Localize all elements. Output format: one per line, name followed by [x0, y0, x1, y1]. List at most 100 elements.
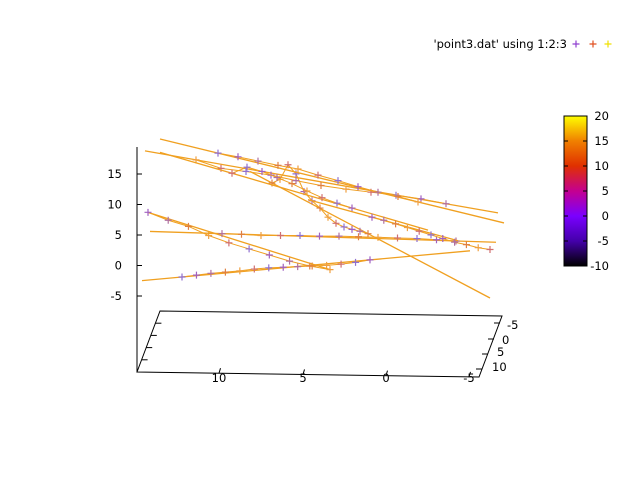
- data-point: [355, 233, 362, 241]
- data-point: [207, 269, 215, 277]
- data-point: [380, 216, 388, 224]
- series-1: [141, 250, 471, 282]
- data-point: [333, 199, 341, 207]
- data-point: [288, 180, 296, 188]
- series-2: [144, 208, 334, 274]
- series-line: [149, 230, 497, 243]
- data-point: [258, 167, 266, 175]
- colorbox-tick-label: 0: [602, 209, 609, 223]
- colorbox-tick-label: -10: [590, 259, 609, 273]
- data-point: [433, 236, 440, 244]
- legend-marker: [589, 40, 597, 48]
- data-point: [326, 266, 334, 274]
- z-tick-label: 0: [115, 259, 122, 273]
- data-point: [413, 235, 421, 243]
- series-line: [159, 151, 429, 231]
- data-point: [242, 167, 250, 175]
- series-5: [144, 150, 499, 214]
- data-point: [474, 244, 482, 252]
- data-point: [348, 225, 356, 233]
- data-point: [323, 261, 331, 269]
- data-point: [342, 185, 350, 193]
- data-point: [356, 227, 364, 235]
- y-tick-label: 10: [492, 360, 507, 374]
- series-trace: [147, 211, 331, 271]
- legend-marker: [572, 40, 580, 48]
- data-point: [257, 232, 265, 239]
- base-frame: [136, 310, 503, 378]
- data-point: [442, 200, 450, 208]
- data-point: [316, 204, 324, 212]
- data-point: [427, 231, 435, 239]
- data-point: [279, 263, 287, 271]
- data-point: [462, 241, 470, 249]
- data-point: [451, 238, 459, 246]
- series-6: [159, 151, 429, 231]
- legend-markers: [572, 40, 612, 48]
- data-point: [236, 267, 244, 275]
- z-tick-label: -5: [111, 289, 122, 303]
- data-point: [221, 268, 229, 276]
- series-4: [249, 161, 491, 299]
- data-point: [414, 198, 422, 206]
- y-tick-label: -5: [507, 318, 518, 332]
- data-point: [164, 216, 172, 224]
- data-point: [144, 208, 152, 216]
- y-tick-label: 0: [502, 333, 509, 347]
- x-tick: [218, 368, 221, 374]
- data-point: [214, 149, 222, 157]
- data-point: [303, 187, 311, 195]
- data-point: [334, 177, 342, 185]
- series-line: [159, 138, 505, 224]
- x-tick-label: 0: [382, 371, 389, 385]
- data-point: [452, 237, 460, 245]
- data-point: [352, 258, 360, 266]
- data-point: [192, 271, 200, 279]
- x-tick-label: 10: [212, 371, 227, 385]
- data-point: [324, 213, 332, 221]
- data-point: [318, 194, 326, 202]
- data-point: [243, 163, 251, 171]
- y-tick-label: 5: [497, 345, 504, 359]
- data-point: [245, 245, 253, 253]
- colorbox: 20 15 10 5 0 -5 -10: [563, 109, 609, 273]
- data-point: [332, 219, 340, 227]
- data-point: [265, 264, 273, 272]
- data-point: [368, 213, 376, 221]
- colorbox-tick-label: 5: [602, 184, 609, 198]
- x-tick: [468, 371, 471, 377]
- data-point: [228, 169, 236, 177]
- x-tick-label: 5: [299, 371, 306, 385]
- series-3: [149, 230, 497, 245]
- data-point: [366, 256, 374, 264]
- series-line: [147, 211, 331, 271]
- data-point: [374, 188, 382, 196]
- data-point: [238, 230, 245, 238]
- data-point: [273, 174, 281, 182]
- data-point: [184, 222, 192, 230]
- z-tick-label: 15: [107, 167, 122, 181]
- data-point: [317, 181, 325, 189]
- base-box: [136, 310, 503, 378]
- data-point: [394, 192, 402, 200]
- data-point: [335, 232, 343, 240]
- data-point: [417, 195, 425, 203]
- data-point: [392, 220, 400, 228]
- data-point: [254, 157, 262, 165]
- data-point: [250, 265, 258, 273]
- colorbox-tick-label: 10: [594, 159, 609, 173]
- data-point: [439, 235, 447, 243]
- data-point: [394, 234, 401, 242]
- series-7: [159, 138, 505, 224]
- z-tick-label: 5: [115, 228, 122, 242]
- data-series: [141, 138, 505, 299]
- legend-label: 'point3.dat' using 1:2:3: [433, 37, 567, 51]
- series-line: [249, 170, 491, 299]
- data-point: [337, 260, 345, 268]
- data-point: [178, 273, 186, 281]
- data-point: [234, 153, 242, 161]
- data-point: [277, 232, 284, 239]
- colorbox-tick-label: -5: [598, 234, 609, 248]
- x-tick: [302, 369, 305, 375]
